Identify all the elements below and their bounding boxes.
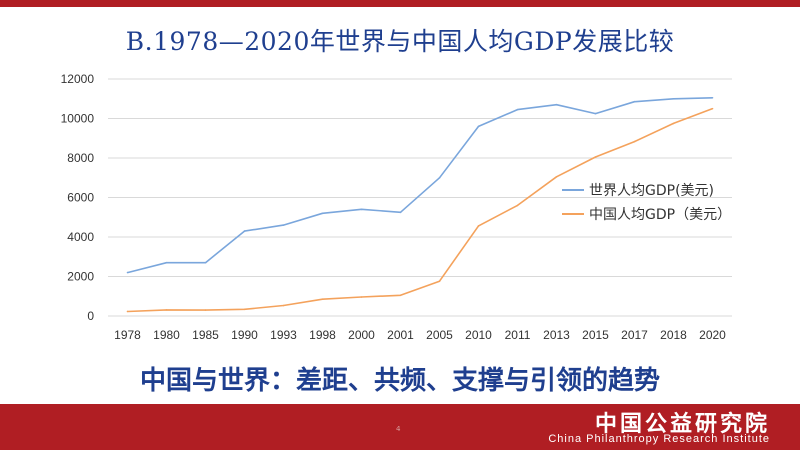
y-tick-label: 2000 bbox=[67, 270, 94, 284]
x-tick-label: 1998 bbox=[309, 328, 336, 342]
data-point bbox=[634, 141, 636, 143]
data-point bbox=[595, 113, 597, 115]
data-point bbox=[205, 262, 207, 264]
x-tick-label: 2000 bbox=[348, 328, 375, 342]
series-lines bbox=[127, 97, 714, 312]
data-point bbox=[478, 126, 480, 128]
data-point bbox=[127, 272, 129, 274]
x-tick-label: 2015 bbox=[582, 328, 609, 342]
y-axis-ticks: 0 2000 4000 6000 8000 10000 12000 bbox=[61, 72, 95, 323]
y-tick-label: 4000 bbox=[67, 230, 94, 244]
x-tick-label: 1980 bbox=[153, 328, 180, 342]
data-point bbox=[400, 294, 402, 296]
x-tick-label: 2017 bbox=[621, 328, 648, 342]
data-point bbox=[556, 176, 558, 178]
data-point bbox=[712, 108, 714, 110]
y-tick-label: 6000 bbox=[67, 191, 94, 205]
data-point bbox=[244, 230, 246, 232]
x-tick-label: 2018 bbox=[660, 328, 687, 342]
data-point bbox=[634, 101, 636, 103]
data-point bbox=[556, 104, 558, 106]
line-chart: 0 2000 4000 6000 8000 10000 12000 1978 1980 1985… bbox=[0, 0, 800, 360]
data-point bbox=[205, 309, 207, 311]
data-point bbox=[517, 205, 519, 207]
legend-label: 中国人均GDP（美元） bbox=[589, 207, 731, 223]
legend-label: 世界人均GDP(美元) bbox=[589, 183, 714, 199]
y-tick-label: 8000 bbox=[67, 151, 94, 165]
data-point bbox=[244, 308, 246, 310]
data-point bbox=[127, 311, 129, 313]
x-tick-label: 1978 bbox=[114, 328, 141, 342]
data-point bbox=[517, 109, 519, 111]
x-tick-label: 2005 bbox=[426, 328, 453, 342]
data-point bbox=[673, 123, 675, 125]
data-point bbox=[361, 296, 363, 298]
data-point bbox=[283, 224, 285, 226]
data-point bbox=[166, 262, 168, 264]
data-point bbox=[439, 280, 441, 282]
x-tick-label: 1990 bbox=[231, 328, 258, 342]
data-point bbox=[595, 156, 597, 158]
data-point bbox=[322, 213, 324, 215]
footer-bar: 4 中国公益研究院 China Philanthropy Research In… bbox=[0, 404, 800, 450]
org-name-en: China Philanthropy Research Institute bbox=[548, 433, 770, 445]
x-tick-label: 1993 bbox=[270, 328, 297, 342]
page-number: 4 bbox=[396, 425, 400, 433]
x-tick-label: 2020 bbox=[699, 328, 726, 342]
x-tick-label: 2013 bbox=[543, 328, 570, 342]
x-tick-label: 2001 bbox=[387, 328, 414, 342]
data-point bbox=[439, 177, 441, 179]
data-point bbox=[361, 209, 363, 211]
y-tick-label: 10000 bbox=[61, 112, 95, 126]
chart-legend: 世界人均GDP(美元) 中国人均GDP（美元） bbox=[562, 183, 731, 223]
y-tick-label: 12000 bbox=[61, 72, 95, 86]
x-tick-label: 2011 bbox=[505, 328, 531, 342]
data-point bbox=[166, 309, 168, 311]
x-tick-label: 1985 bbox=[192, 328, 219, 342]
data-point bbox=[322, 298, 324, 300]
data-point bbox=[283, 305, 285, 307]
y-tick-label: 0 bbox=[87, 309, 94, 323]
data-point bbox=[478, 225, 480, 227]
slide-subtitle: 中国与世界：差距、共频、支撑与引领的趋势 bbox=[0, 360, 800, 397]
x-axis-ticks: 1978 1980 1985 1990 1993 1998 2000 2001 2005 2010… bbox=[114, 328, 726, 342]
data-point bbox=[673, 98, 675, 100]
data-point bbox=[400, 212, 402, 214]
data-point bbox=[712, 97, 714, 99]
x-tick-label: 2010 bbox=[465, 328, 492, 342]
